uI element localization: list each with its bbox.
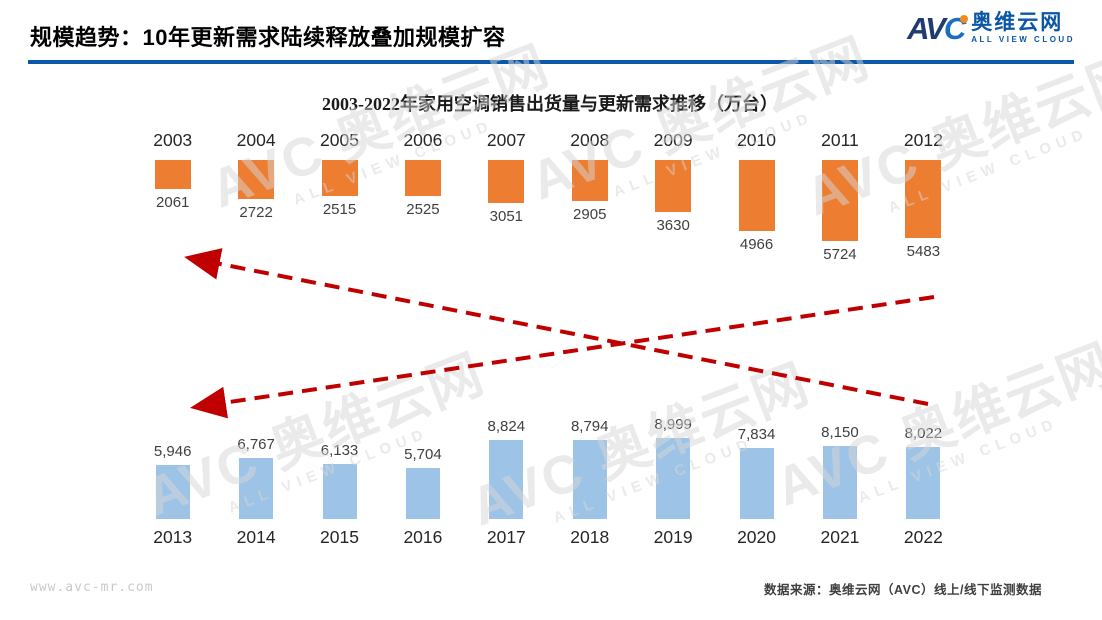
bar: [489, 440, 524, 519]
chart-column-2017: 2017 8,824: [465, 400, 548, 570]
chart-column-2011: 2011 5724: [798, 130, 881, 295]
chart-column-2016: 2016 5,704: [381, 400, 464, 570]
year-label: 2017: [486, 527, 526, 547]
year-label: 2020: [737, 527, 777, 547]
year-label: 2014: [236, 527, 276, 547]
bar: [322, 464, 357, 519]
year-label: 2018: [570, 527, 610, 547]
bar: [822, 446, 857, 519]
value-label: 4966: [739, 236, 774, 253]
data-source-note: 数据来源：奥维云网（AVC）线上/线下监测数据: [764, 583, 1042, 597]
chart-column-2022: 2022 8,022: [882, 400, 965, 570]
year-label: 2004: [236, 130, 276, 150]
year-label: 2015: [320, 527, 359, 547]
chart-column-2007: 2007 3051: [465, 130, 548, 295]
chart-column-2010: 2010 4966: [715, 130, 798, 295]
chart-column-2014: 2014 6,767: [214, 400, 297, 570]
bar: [656, 438, 691, 519]
bar: [154, 160, 191, 189]
value-label: 5,946: [153, 443, 192, 460]
year-label: 2005: [320, 130, 359, 150]
chart-column-2012: 2012 5483: [882, 130, 965, 295]
year-label: 2012: [903, 130, 943, 150]
value-label: 7,834: [737, 426, 776, 443]
bar: [821, 160, 858, 241]
value-label: 2525: [406, 201, 440, 218]
logo-en-name: ALL VIEW CLOUD: [971, 35, 1075, 45]
logo-orange-dot-icon: [960, 14, 969, 23]
header-divider: [28, 60, 1074, 64]
bar: [239, 458, 274, 519]
replacement-bar-chart: 2013 5,946 2014 6,767 2015 6,133 2016 5,704 2017…: [131, 400, 965, 570]
chart-column-2005: 2005 2515: [298, 130, 381, 295]
website-url: www.avc-mr.com: [30, 580, 154, 595]
bar: [405, 468, 440, 519]
value-label: 2722: [239, 204, 273, 221]
chart-column-2015: 2015 6,133: [298, 400, 381, 570]
year-label: 2016: [403, 527, 443, 547]
bar: [155, 465, 190, 519]
value-label: 3630: [656, 217, 690, 234]
value-label: 6,767: [237, 436, 275, 453]
bar: [321, 160, 358, 196]
chart-column-2019: 2019 8,999: [631, 400, 714, 570]
year-label: 2022: [903, 527, 943, 547]
chart-column-2008: 2008 2905: [548, 130, 631, 295]
year-label: 2006: [403, 130, 443, 150]
bar: [488, 160, 525, 203]
bar: [238, 160, 275, 199]
value-label: 6,133: [320, 442, 359, 459]
chart-column-2013: 2013 5,946: [131, 400, 214, 570]
value-label: 8,999: [654, 416, 692, 433]
logo-cn-name: 奥维云网: [971, 11, 1064, 34]
value-label: 5483: [906, 243, 941, 260]
year-label: 2021: [820, 527, 860, 547]
year-label: 2010: [737, 130, 777, 150]
page-title: 规模趋势：10年更新需求陆续释放叠加规模扩容: [30, 25, 506, 50]
bar: [739, 448, 774, 519]
value-label: 5724: [823, 246, 857, 263]
chart-column-2018: 2018 8,794: [548, 400, 631, 570]
year-label: 2007: [486, 130, 526, 150]
logo-av-text: AV: [907, 10, 946, 46]
value-label: 5,704: [404, 446, 442, 463]
avc-logo-mark: AVC: [907, 10, 969, 46]
chart-column-2020: 2020 7,834: [715, 400, 798, 570]
value-label: 3051: [489, 208, 524, 225]
year-label: 2013: [153, 527, 193, 547]
bar: [905, 160, 942, 238]
year-label: 2009: [653, 130, 693, 150]
bar: [906, 447, 941, 519]
chart-column-2009: 2009 3630: [631, 130, 714, 295]
logo-wordmark: 奥维云网 ALL VIEW CLOUD: [971, 11, 1075, 45]
bar: [655, 160, 692, 212]
value-label: 8,794: [570, 418, 609, 435]
bar: [738, 160, 775, 231]
year-label: 2019: [653, 527, 693, 547]
chart-column-2021: 2021 8,150: [798, 400, 881, 570]
value-label: 8,824: [487, 418, 526, 435]
year-label: 2008: [570, 130, 610, 150]
chart-title: 2003-2022年家用空调销售出货量与更新需求推移（万台）: [322, 94, 778, 114]
year-label: 2003: [153, 130, 193, 150]
value-label: 8,022: [904, 425, 943, 442]
bar: [404, 160, 441, 196]
arrow-lower: [190, 295, 935, 419]
chart-column-2004: 2004 2722: [214, 130, 297, 295]
bar: [571, 160, 608, 201]
value-label: 2061: [156, 194, 190, 211]
chart-column-2006: 2006 2525: [381, 130, 464, 295]
bar: [572, 440, 607, 519]
value-label: 2515: [322, 201, 357, 218]
chart-column-2003: 2003 2061: [131, 130, 214, 295]
year-label: 2011: [821, 130, 859, 150]
avc-logo: AVC 奥维云网 ALL VIEW CLOUD: [907, 10, 1075, 46]
value-label: 8,150: [821, 424, 859, 441]
value-label: 2905: [573, 206, 607, 223]
sales-bar-chart: 2003 2061 2004 2722 2005 2515 2006 2525 2007 3051…: [131, 130, 965, 295]
